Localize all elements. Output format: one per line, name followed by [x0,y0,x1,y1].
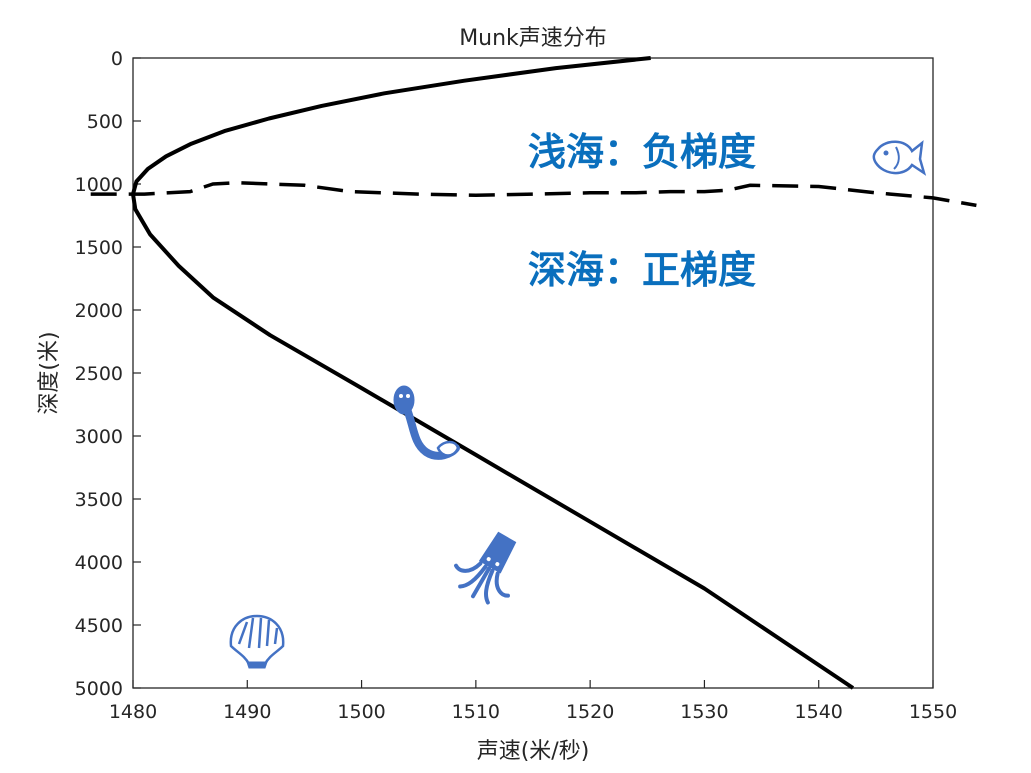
y-tick-label: 5000 [75,678,123,700]
deep-annotation: 深海：正梯度 [528,248,756,292]
y-tick-label: 500 [87,111,123,133]
x-tick-label: 1500 [337,701,385,723]
x-tick-label: 1550 [909,701,957,723]
x-tick-label: 1520 [566,701,614,723]
x-tick-label: 1540 [795,701,843,723]
x-tick-label: 1480 [109,701,157,723]
y-tick-label: 1500 [75,237,123,259]
shell-icon [229,614,285,669]
x-tick-label: 1490 [223,701,271,723]
y-tick-label: 4500 [75,615,123,637]
x-tick-label: 1510 [452,701,500,723]
y-tick-label: 2000 [75,300,123,322]
y-tick-label: 3500 [75,489,123,511]
shallow-annotation: 浅海：负梯度 [528,130,756,174]
x-tick-label: 1530 [680,701,728,723]
squid-icon [454,531,517,605]
x-axis-label: 声速(米/秒) [477,739,590,764]
chart-title: Munk声速分布 [459,26,607,51]
y-axis-ticks: 0 500 1000 1500 2000 2500 3000 3500 4000 4500 5000 [75,48,141,700]
y-tick-label: 1000 [75,174,123,196]
y-tick-label: 0 [111,48,123,70]
y-tick-label: 2500 [75,363,123,385]
sound-speed-profile-line [131,56,855,690]
series-layer [90,56,977,690]
y-tick-label: 4000 [75,552,123,574]
eel-icon [393,385,460,460]
y-axis-label: 深度(米) [37,331,62,414]
x-axis-ticks: 1480 1490 1500 1510 1520 1530 1540 1550 [109,680,957,723]
fish-icon [872,140,927,176]
y-tick-label: 3000 [75,426,123,448]
thermocline-dashed-line [90,180,977,208]
